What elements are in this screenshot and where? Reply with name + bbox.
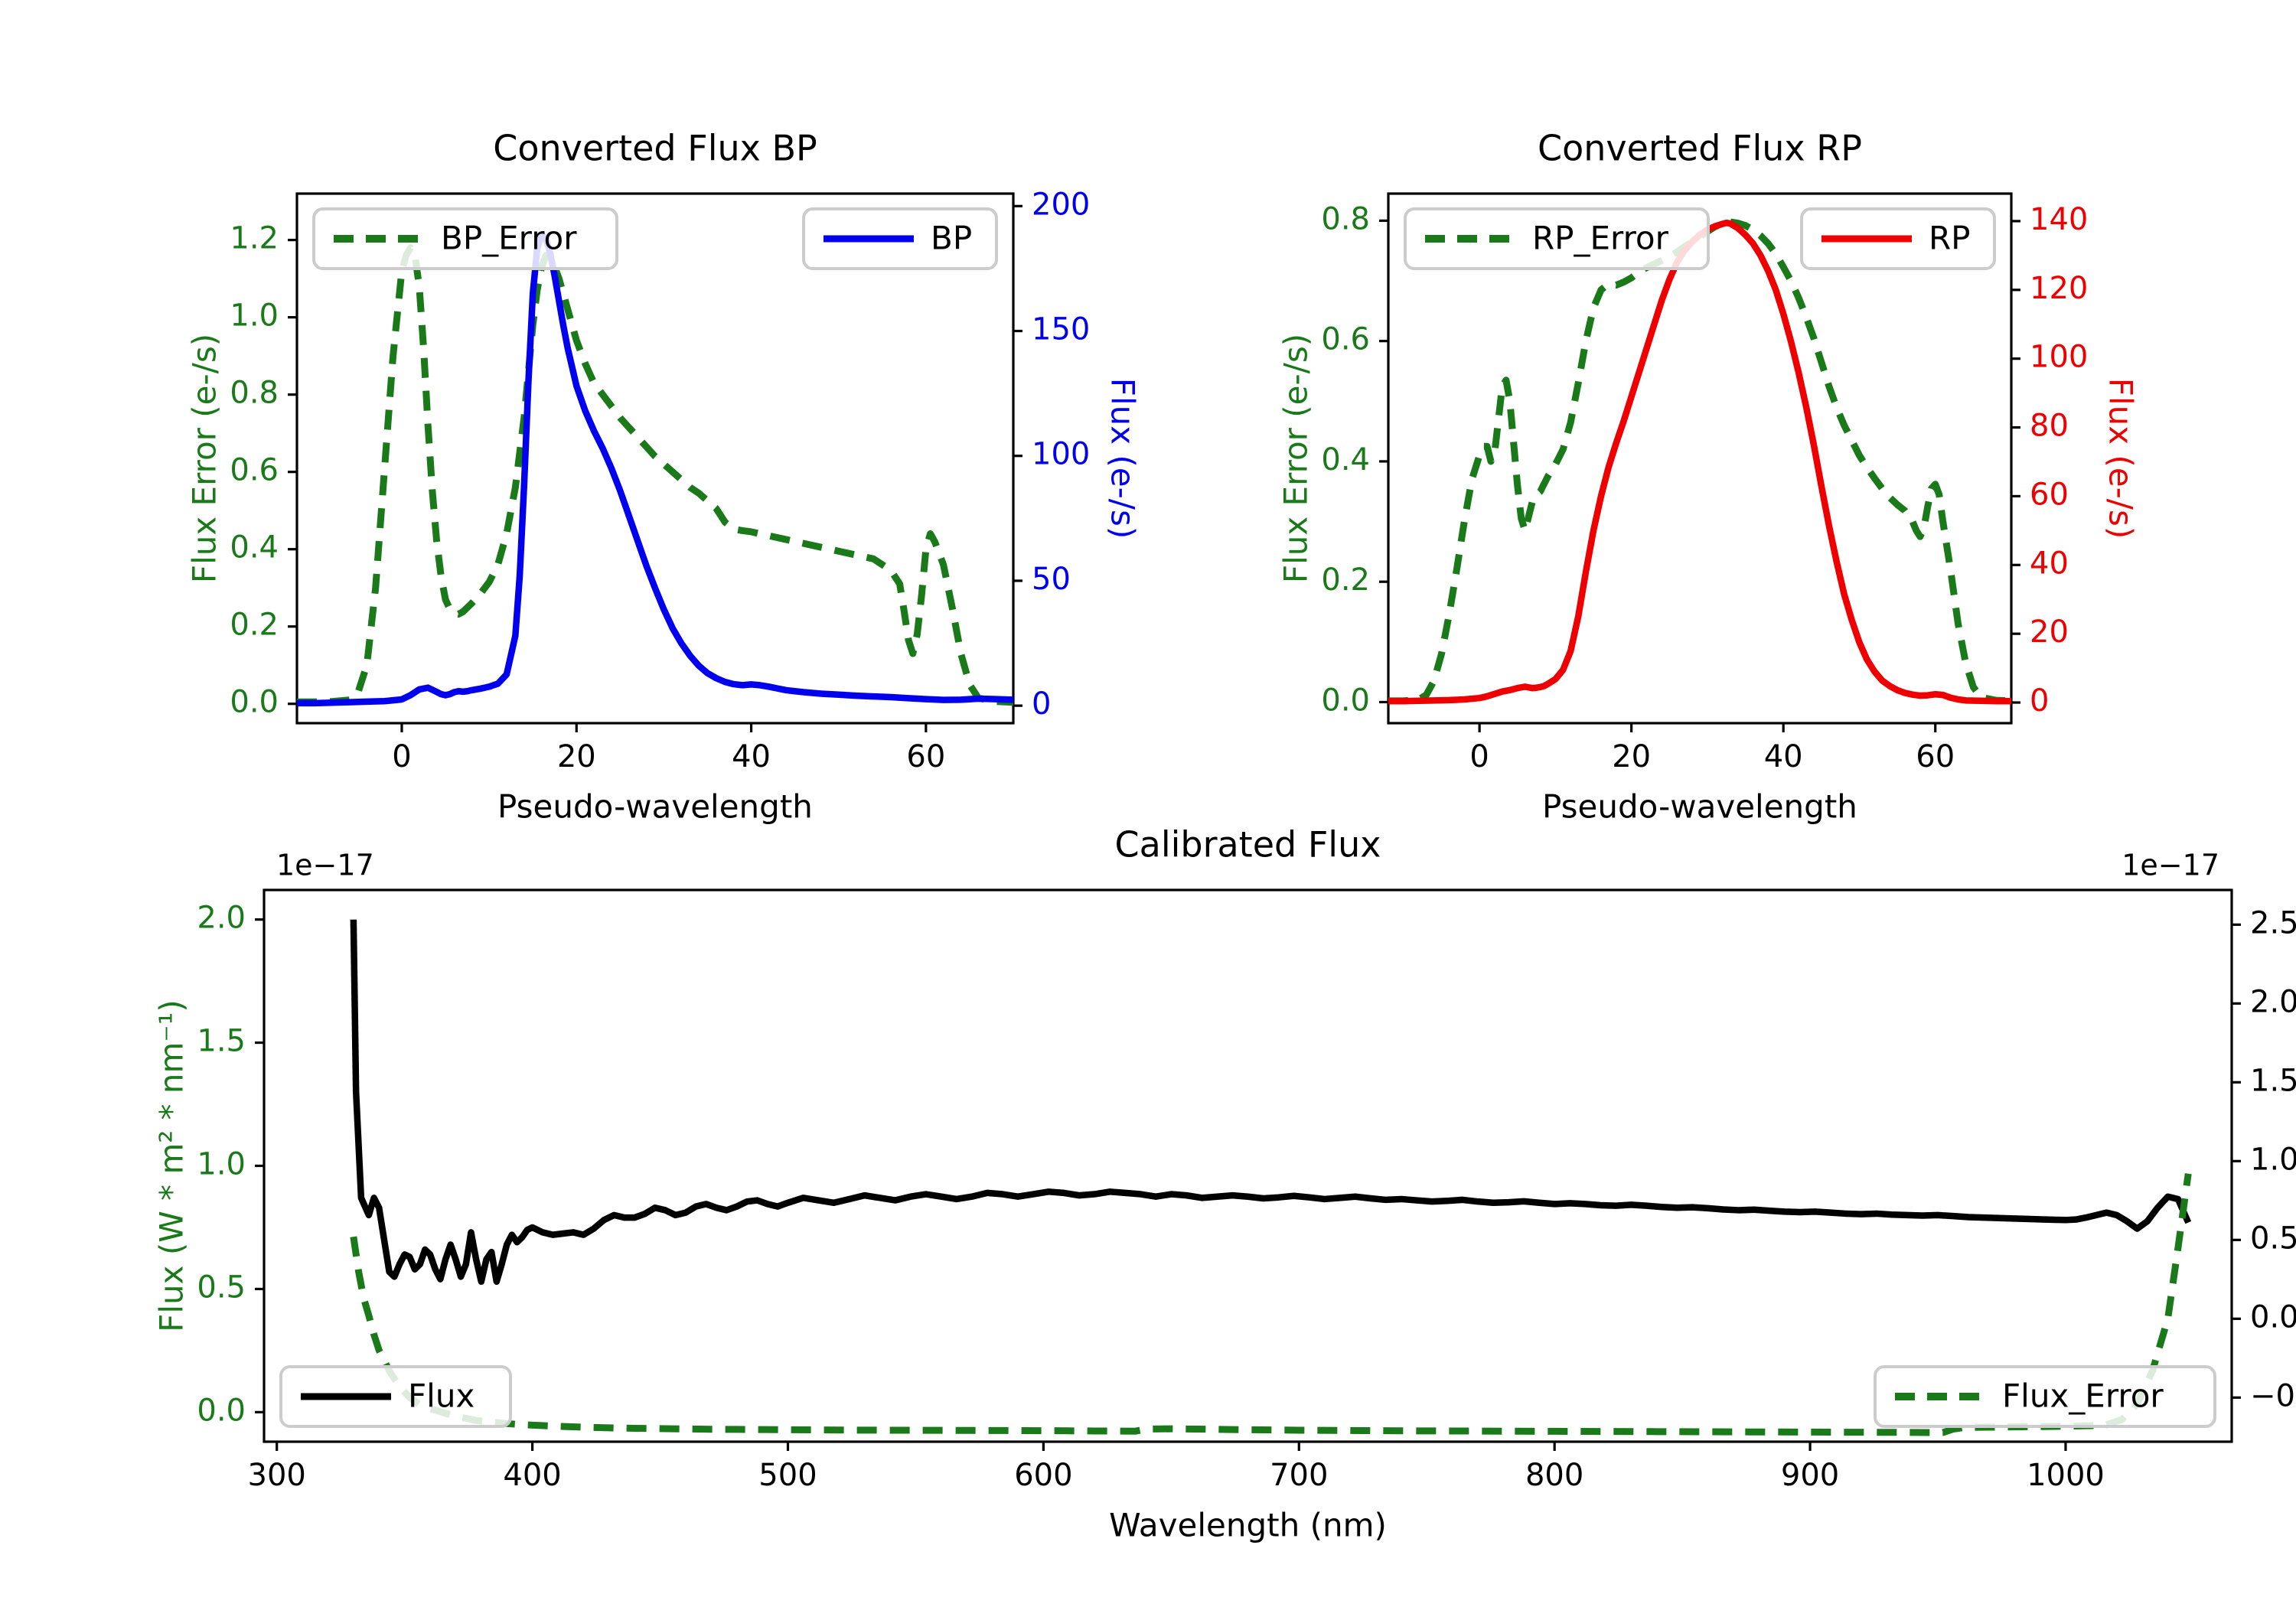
legend-label-flux-error: Flux_Error [2002,1377,2164,1415]
y-right-axis-label-bp: Flux (e-/s) [1104,378,1142,539]
y-right-tick-label-rp: 40 [2030,546,2069,581]
y-left-tick-label-bp: 1.0 [230,298,279,334]
y-right-tick-label-rp: 100 [2030,340,2088,375]
x-tick-label-calibrated: 400 [503,1458,561,1493]
series-rp [1388,219,2011,705]
legend-label-rp-error: RP_Error [1532,220,1669,257]
x-tick-label-calibrated: 700 [1270,1458,1328,1493]
y-right-tick-label-calibrated: 1.5 [2250,1063,2296,1098]
y-right-axis-label-rp: Flux (e-/s) [2102,378,2140,539]
y-left-tick-label-bp: 0.0 [230,685,279,720]
y-right-tick-label-bp: 50 [1032,562,1071,597]
y-right-tick-label-rp: 120 [2030,271,2088,306]
y-left-tick-label-calibrated: 1.0 [197,1147,246,1182]
series-flux [350,919,2192,1286]
plot-frame-calibrated [263,888,2233,1443]
y-left-tick-label-calibrated: 2.0 [197,901,246,936]
y-left-tick-label-rp: 0.6 [1321,322,1370,357]
y-left-axis-label-rp: Flux Error (e-/s) [1277,334,1315,583]
x-axis-label-calibrated: Wavelength (nm) [1109,1507,1387,1544]
y-right-tick-label-bp: 200 [1032,187,1090,222]
y-left-tick-label-bp: 0.4 [230,530,279,566]
x-tick-label-rp: 20 [1612,739,1651,774]
y-right-tick-label-rp: 20 [2030,614,2069,650]
legend-box-flux[interactable] [279,1365,512,1428]
y-left-axis-label-bp: Flux Error (e-/s) [186,334,223,583]
y-left-tick-label-bp: 1.2 [230,221,279,256]
y-right-tick-label-bp: 100 [1032,437,1090,472]
legend-box-flux-error[interactable] [1874,1365,2216,1428]
legend-label-flux: Flux [408,1377,475,1415]
legend-label-bp: BP [931,220,972,257]
y-right-tick-label-calibrated: 0.0 [2250,1299,2296,1335]
plot-frame-bp [295,192,1015,725]
x-tick-label-calibrated: 600 [1014,1458,1072,1493]
y-right-tick-label-rp: 60 [2030,477,2069,512]
y-right-tick-label-calibrated: 2.5 [2250,905,2296,940]
y-left-tick-label-rp: 0.8 [1321,201,1370,236]
y-left-tick-label-bp: 0.2 [230,608,279,643]
x-tick-label-rp: 60 [1916,739,1955,774]
y-right-tick-label-bp: 150 [1032,312,1090,347]
y-left-tick-label-rp: 0.0 [1321,683,1370,718]
y-left-tick-label-calibrated: 0.5 [197,1270,246,1305]
x-tick-label-calibrated: 500 [758,1458,817,1493]
x-axis-label-rp: Pseudo-wavelength [1542,788,1857,826]
x-axis-label-bp: Pseudo-wavelength [497,788,813,826]
y-left-tick-label-rp: 0.4 [1321,442,1370,478]
plot-frame-rp [1387,192,2013,725]
y-right-tick-label-calibrated: 2.0 [2250,984,2296,1019]
plot-title-rp: Converted Flux RP [1538,128,1862,169]
y-right-tick-label-calibrated: −0.5 [2250,1378,2296,1413]
y-left-tick-label-rp: 0.2 [1321,562,1370,598]
y-left-tick-label-bp: 0.6 [230,453,279,488]
plot-title-bp: Converted Flux BP [493,128,817,169]
plot-title-calibrated: Calibrated Flux [1115,824,1381,865]
x-tick-label-calibrated: 900 [1781,1458,1839,1493]
x-tick-label-calibrated: 300 [248,1458,306,1493]
x-tick-label-bp: 40 [732,739,771,774]
y-right-offset-label-calibrated: 1e−17 [2122,849,2219,882]
x-tick-label-bp: 20 [557,739,596,774]
series-bp [297,231,1013,707]
legend-box-rp-error[interactable] [1404,207,1710,270]
series-rp-error [1388,218,2011,705]
y-right-tick-label-rp: 80 [2030,409,2069,444]
y-right-tick-label-rp: 0 [2030,683,2049,719]
y-right-tick-label-calibrated: 0.5 [2250,1221,2296,1256]
y-left-axis-label-calibrated: Flux (W * m² * nm⁻¹) [153,999,191,1332]
series-bp-error [297,244,1013,706]
y-left-offset-label-calibrated: 1e−17 [276,849,374,882]
y-left-tick-label-calibrated: 1.5 [197,1024,246,1059]
y-right-tick-label-calibrated: 1.0 [2250,1142,2296,1177]
x-tick-label-rp: 0 [1469,739,1489,774]
x-tick-label-rp: 40 [1764,739,1803,774]
y-right-tick-label-rp: 140 [2030,202,2088,237]
y-left-tick-label-calibrated: 0.0 [197,1393,246,1428]
x-tick-label-bp: 0 [392,739,411,774]
legend-label-bp-error: BP_Error [441,220,577,257]
x-tick-label-calibrated: 1000 [2027,1458,2105,1493]
y-left-tick-label-bp: 0.8 [230,376,279,411]
legend-box-bp-error[interactable] [312,207,618,270]
x-tick-label-calibrated: 800 [1525,1458,1583,1493]
legend-label-rp: RP [1929,220,1971,257]
y-right-tick-label-bp: 0 [1032,686,1051,722]
x-tick-label-bp: 60 [906,739,945,774]
